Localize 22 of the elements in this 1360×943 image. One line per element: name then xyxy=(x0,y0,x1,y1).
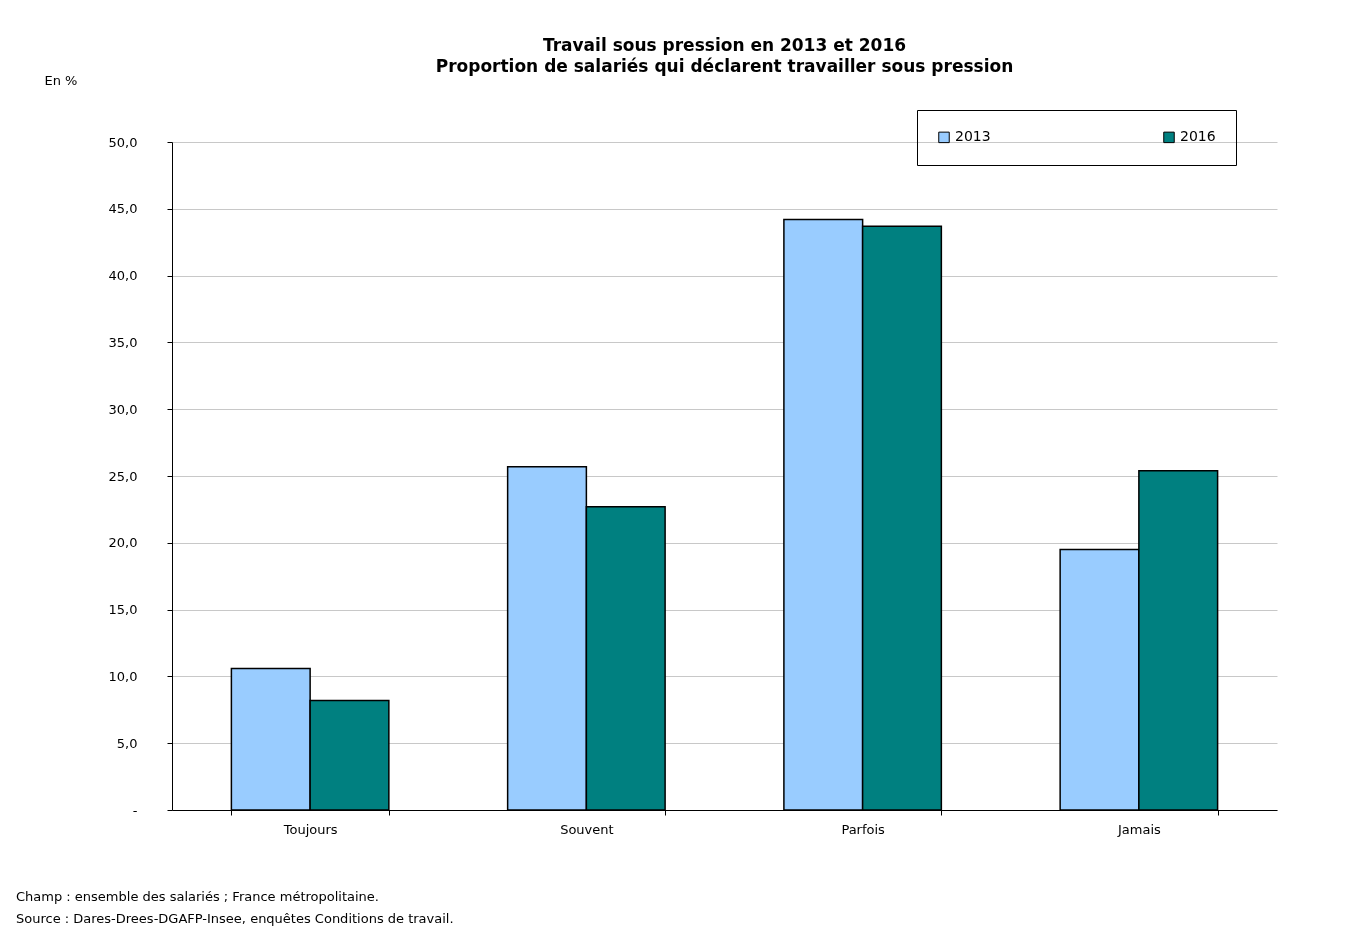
y-axis-title: En % xyxy=(44,72,78,88)
x-tick-label: Parfois xyxy=(841,821,886,837)
y-tick-label: 10,0 xyxy=(108,668,138,684)
legend-label: 2013 xyxy=(955,128,991,145)
y-tick-label: - xyxy=(132,802,138,818)
x-tick-label: Toujours xyxy=(282,821,338,837)
y-tick-label: 40,0 xyxy=(108,268,138,284)
x-tick-label: Souvent xyxy=(560,821,614,837)
y-tick-label: 50,0 xyxy=(108,134,138,150)
chart-title: Travail sous pression en 2013 et 2016 xyxy=(542,35,907,55)
y-tick-label: 45,0 xyxy=(108,201,138,217)
legend-label: 2016 xyxy=(1180,128,1216,145)
y-tick-label: 30,0 xyxy=(108,401,138,417)
y-tick-label: 35,0 xyxy=(108,334,138,350)
chart-subtitle: Proportion de salariés qui déclarent travailler sous pression xyxy=(435,56,1014,76)
y-tick-label: 20,0 xyxy=(108,535,138,551)
y-tick-label: 15,0 xyxy=(108,602,138,618)
y-tick-label: 25,0 xyxy=(108,468,138,484)
y-tick-label: 5,0 xyxy=(116,735,138,751)
text: Champ : ensemble des salariés ; France métropolitaine. xyxy=(16,889,379,904)
source-note: Source : Dares-Drees-DGAFP-Insee, enquêtes Conditions de travail. xyxy=(16,911,454,926)
x-tick-label: Jamais xyxy=(1116,821,1161,837)
